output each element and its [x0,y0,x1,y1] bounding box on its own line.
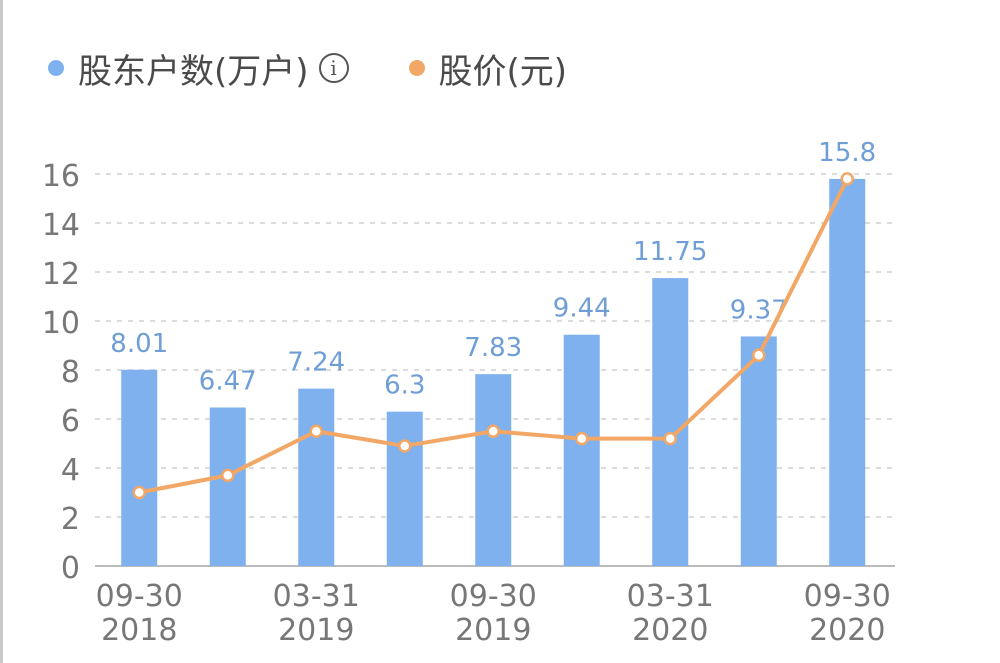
window-edge [0,0,3,663]
y-tick-label: 12 [42,257,80,292]
price-point [132,485,146,500]
y-tick-label: 10 [42,306,80,341]
bar [829,178,866,566]
legend-item-price[interactable]: 股价(元) [408,44,568,93]
y-tick-label: 16 [42,159,80,194]
legend-dot-bar [48,60,64,76]
price-point [575,431,589,446]
y-tick-label: 4 [61,453,80,488]
y-tick-label: 8 [61,355,80,390]
x-tick-label-date: 09-30 [96,579,183,614]
bar-value-label: 7.83 [464,333,522,363]
bar [475,374,512,566]
legend-label-shareholders: 股东户数(万户) [78,51,309,92]
bar-value-label: 7.24 [287,348,345,378]
price-point [486,424,500,438]
bar [121,369,158,566]
x-tick-label-year: 2019 [455,613,531,648]
y-tick-label: 6 [61,404,80,439]
bar-value-label: 6.47 [199,366,257,396]
y-tick-label: 0 [61,551,80,586]
x-tick-label-date: 03-31 [273,579,360,614]
legend-item-shareholders[interactable]: 股东户数(万户) i [48,44,349,93]
x-tick-label-year: 2020 [632,613,708,648]
bar [298,388,335,566]
legend: 股东户数(万户) i 股价(元) [48,40,567,96]
bar [652,278,689,566]
bar [209,407,246,566]
bar-value-label: 11.75 [633,237,707,267]
info-icon[interactable]: i [318,53,349,83]
bar-value-label: 6.3 [384,371,425,401]
legend-dot-line [408,60,425,76]
bar-value-label: 15.8 [818,138,876,168]
x-tick-label-date: 03-31 [627,579,714,614]
price-point [840,172,854,186]
bar-value-label: 9.37 [730,295,788,325]
bar [740,336,777,566]
price-point [309,424,323,438]
legend-label-price: 股价(元) [438,51,568,92]
x-tick-label-year: 2019 [278,613,354,648]
bar [563,334,600,566]
x-tick-label-date: 09-30 [450,579,537,614]
bar-value-label: 9.44 [553,294,611,324]
x-tick-label-year: 2020 [809,613,885,648]
price-point [221,468,235,483]
price-point [663,431,677,446]
price-point [752,348,766,363]
y-tick-label: 14 [42,208,80,243]
bar-value-label: 8.01 [110,329,168,359]
price-point [398,439,412,453]
x-tick-label-date: 09-30 [804,579,891,614]
bar [386,411,423,566]
x-tick-label-year: 2018 [101,613,177,648]
y-tick-label: 2 [61,502,80,537]
